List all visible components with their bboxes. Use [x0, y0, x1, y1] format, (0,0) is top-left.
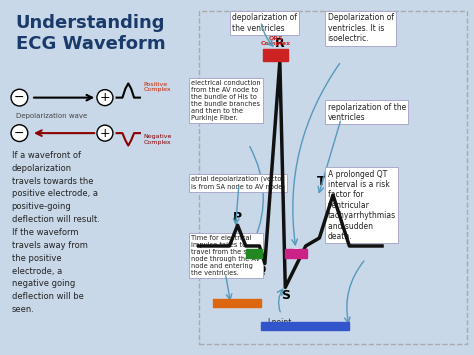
Text: atrial depolarization (vector
is from SA node to AV node): atrial depolarization (vector is from SA…: [191, 176, 285, 190]
Text: Time for electrical
impulse takes to
travel from the sinus
node through the AV
n: Time for electrical impulse takes to tra…: [191, 235, 261, 276]
Text: QT Interval: QT Interval: [283, 323, 328, 329]
Text: PR Interval: PR Interval: [215, 300, 259, 306]
Text: Depolarization of
ventricles. It is
isoelectric.: Depolarization of ventricles. It is isoe…: [328, 13, 393, 43]
Text: Understanding
ECG Waveform: Understanding ECG Waveform: [16, 14, 165, 53]
Text: electrical conduction
from the AV node to
the bundle of His to
the bundle branch: electrical conduction from the AV node t…: [191, 80, 261, 121]
Text: J point: J point: [267, 318, 292, 327]
Text: A prolonged QT
interval is a risk
factor for
ventricular
tachyarrhythmias
and su: A prolonged QT interval is a risk factor…: [328, 170, 396, 241]
Bar: [264, 49, 288, 61]
Bar: [246, 249, 262, 258]
Text: +: +: [100, 127, 110, 140]
Text: P: P: [233, 211, 242, 224]
Bar: [213, 299, 261, 307]
Text: depolarization of
the ventricles: depolarization of the ventricles: [232, 13, 297, 33]
Text: −: −: [14, 91, 25, 104]
Text: ST
Segment: ST Segment: [283, 248, 309, 259]
Text: −: −: [14, 127, 25, 140]
Text: PR
Segment: PR Segment: [241, 248, 267, 259]
Text: T: T: [317, 175, 325, 188]
Text: +: +: [100, 91, 110, 104]
Bar: [285, 249, 307, 258]
Text: Positive
Complex: Positive Complex: [144, 82, 172, 92]
Text: If a wavefront of
depolarization
travels towards the
positive electrode, a
posit: If a wavefront of depolarization travels…: [12, 151, 100, 314]
Text: S: S: [282, 289, 291, 301]
Text: repolarization of the
ventricles: repolarization of the ventricles: [328, 103, 406, 122]
Text: Q: Q: [257, 264, 266, 274]
Text: Depolarization wave: Depolarization wave: [16, 114, 87, 119]
Text: QRS
Complex: QRS Complex: [261, 35, 291, 46]
Bar: [261, 322, 349, 331]
Text: Negative
Complex: Negative Complex: [144, 134, 172, 144]
Text: R: R: [275, 37, 285, 50]
